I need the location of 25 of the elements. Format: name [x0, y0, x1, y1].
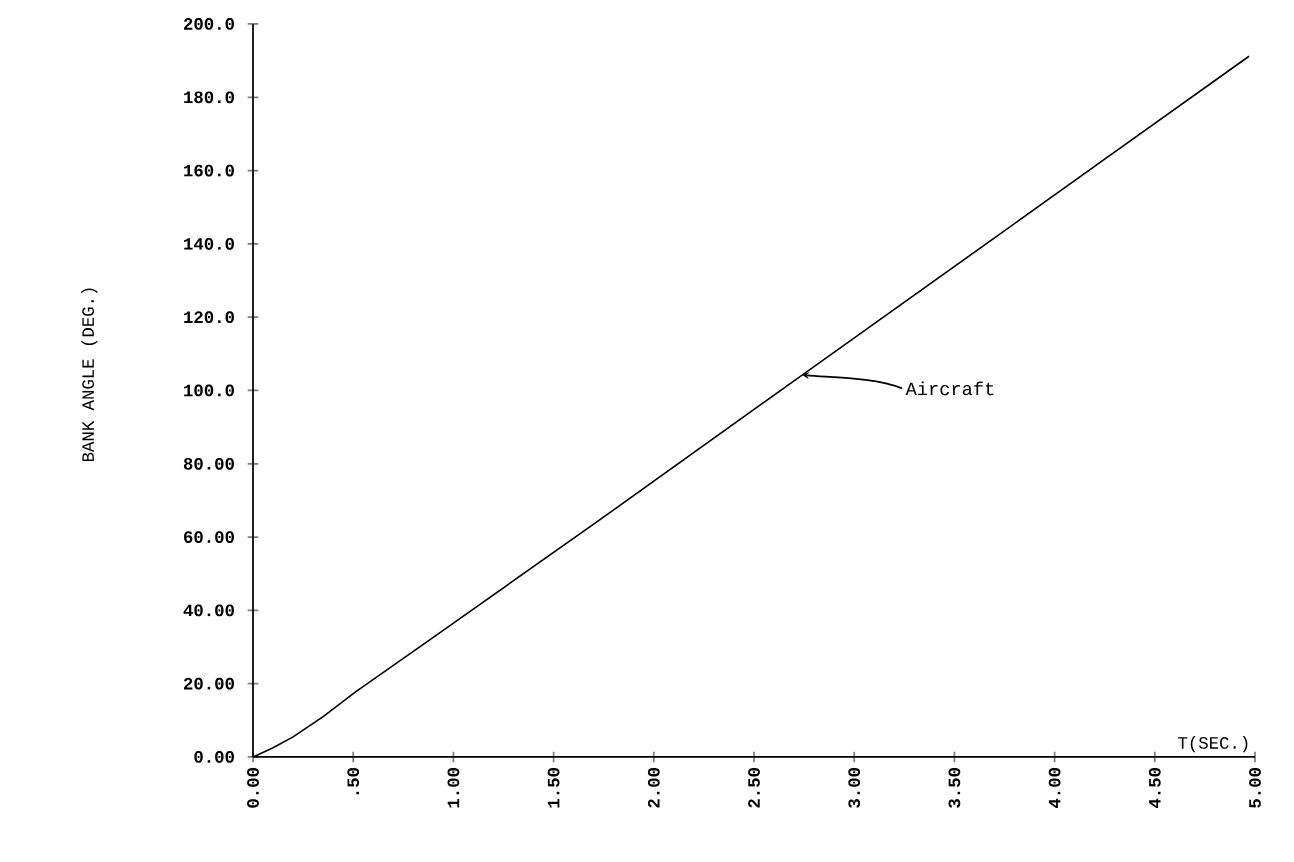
y-tick-label: 160.0	[184, 164, 234, 177]
y-tick-label: 40.00	[183, 604, 234, 617]
y-tick-label: 140.0	[184, 237, 234, 250]
y-tick-label: 80.00	[183, 457, 234, 470]
x-tick-label: 5.00	[1249, 768, 1261, 808]
x-tick-label: 2.50	[748, 768, 760, 808]
annotation: Aircraft	[905, 381, 994, 396]
x-tick-label: 0.00	[247, 768, 259, 808]
y-tick-label: 100.0	[184, 384, 234, 397]
x-tick-label: 3.50	[948, 768, 961, 808]
x-tick-label: 1.50	[547, 768, 560, 808]
y-axis-title: BANK ANGLE (DEG.)	[81, 288, 98, 462]
x-tick-label: 4.00	[1048, 768, 1061, 809]
x-tick-label: 2.00	[647, 768, 660, 808]
x-tick-label: 3.00	[848, 768, 861, 808]
y-tick-label: 200.0	[184, 18, 234, 30]
x-tick-label: .50	[347, 768, 360, 795]
y-tick-label: 60.00	[184, 531, 234, 543]
x-tick-label: 1.00	[447, 768, 460, 808]
x-tick-label: 4.50	[1148, 768, 1161, 809]
y-tick-label: 20.00	[184, 677, 234, 690]
y-tick-label: 0.00	[194, 751, 234, 763]
y-tick-label: 120.0	[184, 311, 234, 324]
x-axis-title: T(SEC.)	[1178, 736, 1248, 753]
y-tick-label: 180.0	[184, 91, 234, 104]
